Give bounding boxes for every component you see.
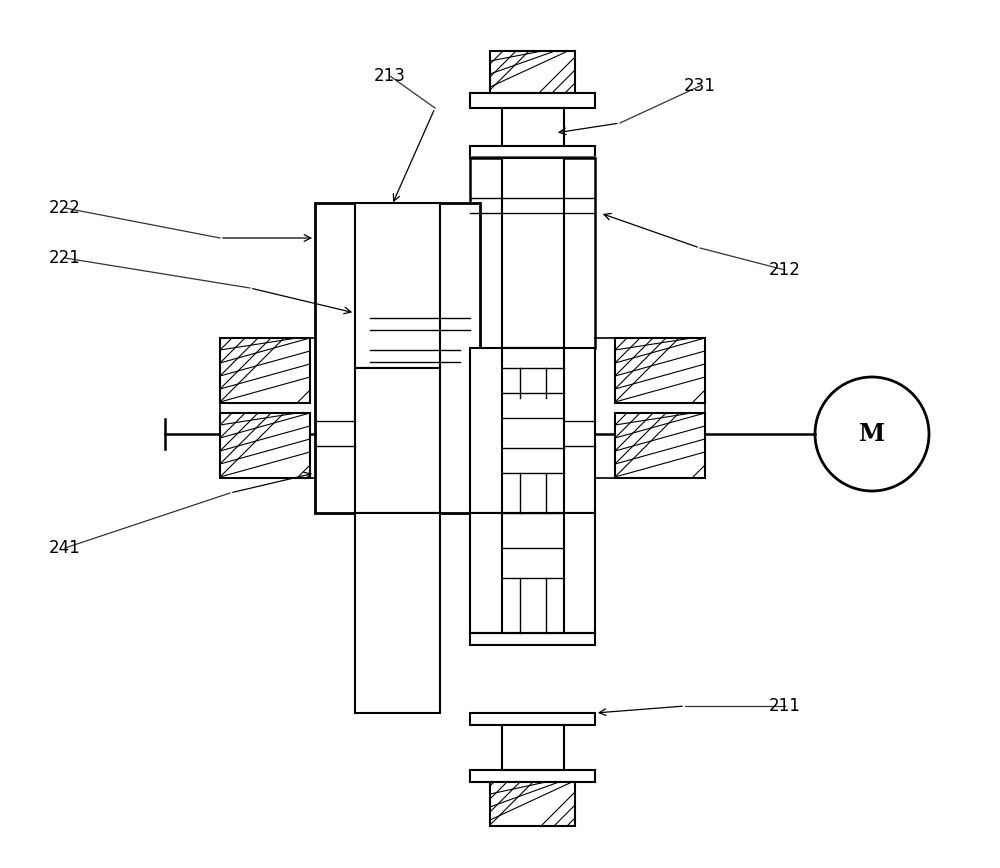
Bar bbox=[470, 348, 595, 513]
Text: 211: 211 bbox=[769, 697, 801, 715]
Text: M: M bbox=[859, 422, 885, 446]
Text: 241: 241 bbox=[49, 539, 81, 557]
Bar bbox=[220, 338, 310, 403]
Bar bbox=[502, 725, 564, 770]
Bar bbox=[490, 51, 575, 93]
Bar bbox=[315, 203, 480, 513]
Bar bbox=[502, 348, 564, 513]
Text: 222: 222 bbox=[49, 199, 81, 217]
Text: 213: 213 bbox=[374, 67, 406, 85]
Text: 231: 231 bbox=[684, 77, 716, 95]
Bar bbox=[615, 338, 705, 403]
Bar bbox=[355, 368, 440, 513]
Bar bbox=[470, 146, 595, 158]
Text: 221: 221 bbox=[49, 249, 81, 267]
Bar bbox=[470, 158, 595, 348]
Bar bbox=[502, 108, 564, 148]
Bar bbox=[615, 413, 705, 478]
Bar bbox=[355, 203, 440, 368]
Text: 212: 212 bbox=[769, 261, 801, 279]
Bar bbox=[502, 513, 564, 633]
Bar bbox=[220, 413, 310, 478]
Bar bbox=[470, 713, 595, 725]
Bar bbox=[502, 158, 564, 348]
Bar bbox=[490, 782, 575, 826]
Bar bbox=[355, 513, 440, 713]
Bar bbox=[470, 513, 595, 633]
